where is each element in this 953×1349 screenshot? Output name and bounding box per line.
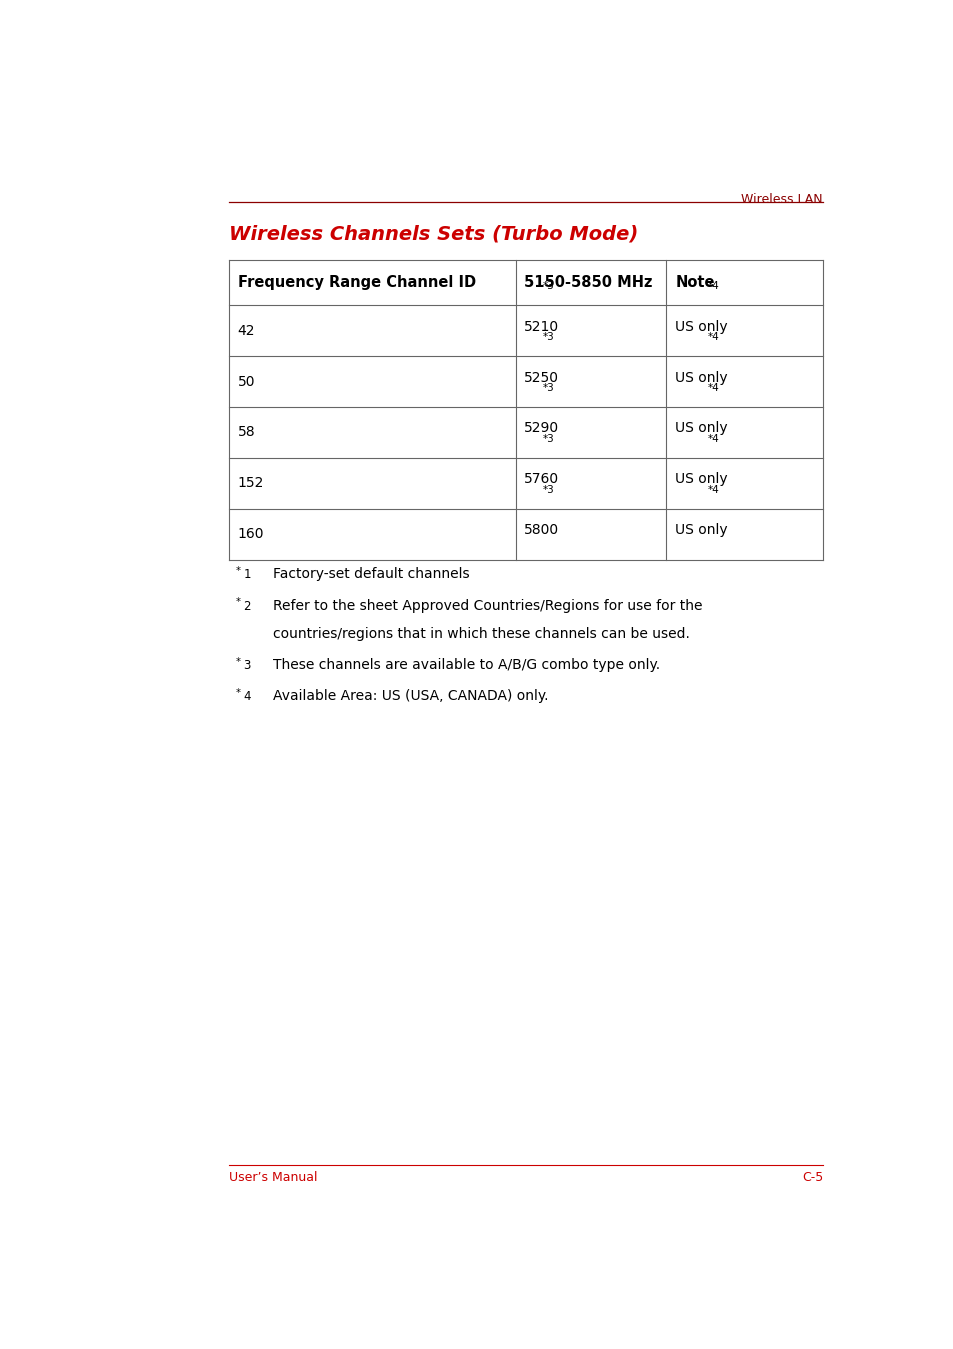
Text: *4: *4 xyxy=(706,434,719,444)
Text: *4: *4 xyxy=(706,383,719,393)
Text: countries/regions that in which these channels can be used.: countries/regions that in which these ch… xyxy=(273,627,689,641)
Text: 3: 3 xyxy=(243,658,251,672)
Text: 2: 2 xyxy=(243,599,251,612)
Text: US only: US only xyxy=(675,472,727,487)
Text: 152: 152 xyxy=(237,476,264,491)
Text: 5290: 5290 xyxy=(524,421,559,436)
Text: Wireless Channels Sets (Turbo Mode): Wireless Channels Sets (Turbo Mode) xyxy=(229,224,638,243)
Text: *3: *3 xyxy=(542,383,554,393)
Text: 4: 4 xyxy=(243,689,251,703)
Text: *3: *3 xyxy=(542,434,554,444)
Text: These channels are available to A/B/G combo type only.: These channels are available to A/B/G co… xyxy=(273,658,659,672)
Text: *4: *4 xyxy=(706,484,719,495)
Text: 1: 1 xyxy=(243,568,251,581)
Text: Wireless LAN: Wireless LAN xyxy=(740,193,822,206)
Text: *3: *3 xyxy=(542,332,554,343)
Text: US only: US only xyxy=(675,320,727,333)
Text: *: * xyxy=(235,688,241,697)
Text: *3: *3 xyxy=(542,281,554,291)
Text: 160: 160 xyxy=(237,527,264,541)
Text: Available Area: US (USA, CANADA) only.: Available Area: US (USA, CANADA) only. xyxy=(273,689,548,703)
Text: *4: *4 xyxy=(706,281,719,291)
Text: Factory-set default channels: Factory-set default channels xyxy=(273,568,469,581)
Text: 5250: 5250 xyxy=(524,371,558,384)
Text: 5210: 5210 xyxy=(524,320,559,333)
Text: 5760: 5760 xyxy=(524,472,559,487)
Text: *4: *4 xyxy=(706,332,719,343)
Text: User’s Manual: User’s Manual xyxy=(229,1171,316,1184)
Text: 42: 42 xyxy=(237,324,254,337)
Text: C-5: C-5 xyxy=(801,1171,822,1184)
Text: Note: Note xyxy=(675,275,714,290)
Text: 5800: 5800 xyxy=(524,523,559,537)
Text: 5150-5850 MHz: 5150-5850 MHz xyxy=(524,275,652,290)
Text: Refer to the sheet Approved Countries/Regions for use for the: Refer to the sheet Approved Countries/Re… xyxy=(273,599,701,612)
Text: US only: US only xyxy=(675,421,727,436)
Text: 58: 58 xyxy=(237,425,254,440)
Text: *: * xyxy=(235,598,241,607)
Text: 50: 50 xyxy=(237,375,254,389)
Text: *: * xyxy=(235,567,241,576)
Text: Frequency Range Channel ID: Frequency Range Channel ID xyxy=(237,275,476,290)
Text: US only: US only xyxy=(675,371,727,384)
Text: US only: US only xyxy=(675,523,727,537)
Text: *3: *3 xyxy=(542,484,554,495)
Text: *: * xyxy=(235,657,241,666)
